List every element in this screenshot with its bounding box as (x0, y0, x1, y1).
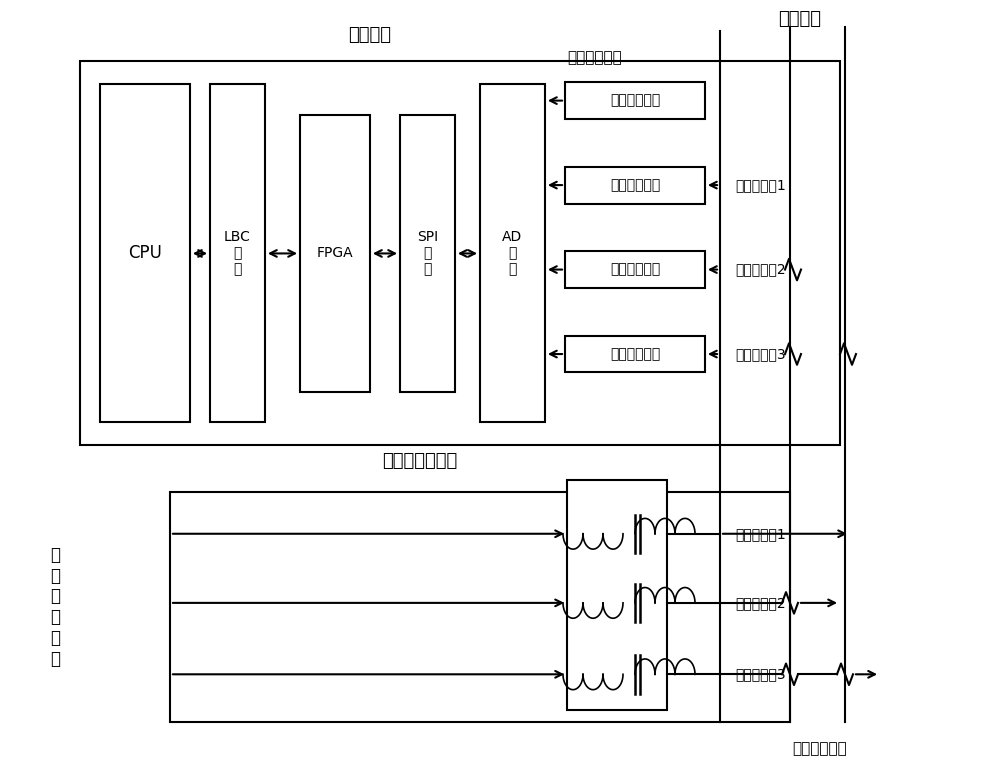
Text: 一
次
设
备
输
入: 一 次 设 备 输 入 (50, 546, 60, 667)
Text: LBC
总
线: LBC 总 线 (224, 230, 251, 276)
Bar (400, 115, 455, 392)
Bar (480, 84, 545, 422)
Text: 检测范围: 检测范围 (778, 10, 822, 28)
Bar (565, 82, 705, 119)
Bar (567, 480, 667, 710)
Text: CPU: CPU (128, 244, 162, 263)
Bar (565, 167, 705, 204)
Text: 装置背板连线: 装置背板连线 (793, 741, 847, 756)
Text: 模拟量输入1: 模拟量输入1 (735, 527, 786, 541)
Text: 交流互感器插件: 交流互感器插件 (382, 452, 458, 470)
Bar (80, 61, 840, 445)
Text: 模拟量输入3: 模拟量输入3 (735, 347, 786, 361)
Text: 模拟量输入2: 模拟量输入2 (735, 263, 786, 276)
Text: 模拟量输入3: 模拟量输入3 (735, 667, 786, 681)
Text: 前置滤波电路: 前置滤波电路 (610, 178, 660, 192)
Text: 模拟量输入2: 模拟量输入2 (735, 596, 786, 610)
Text: 模拟断线通道: 模拟断线通道 (568, 50, 622, 65)
Text: FPGA: FPGA (317, 247, 353, 260)
Text: 模拟量输入1: 模拟量输入1 (735, 178, 786, 192)
Bar (565, 251, 705, 288)
Text: SPI
总
线: SPI 总 线 (417, 230, 438, 276)
Text: 前置滤波电路: 前置滤波电路 (610, 347, 660, 361)
Text: 前置滤波电路: 前置滤波电路 (610, 94, 660, 108)
Text: 采保插件: 采保插件 (349, 25, 392, 44)
Bar (170, 492, 790, 722)
Bar (100, 84, 190, 422)
Bar (565, 336, 705, 372)
Bar (210, 84, 265, 422)
Text: AD
芯
片: AD 芯 片 (502, 230, 523, 276)
Text: 前置滤波电路: 前置滤波电路 (610, 263, 660, 276)
Bar (300, 115, 370, 392)
